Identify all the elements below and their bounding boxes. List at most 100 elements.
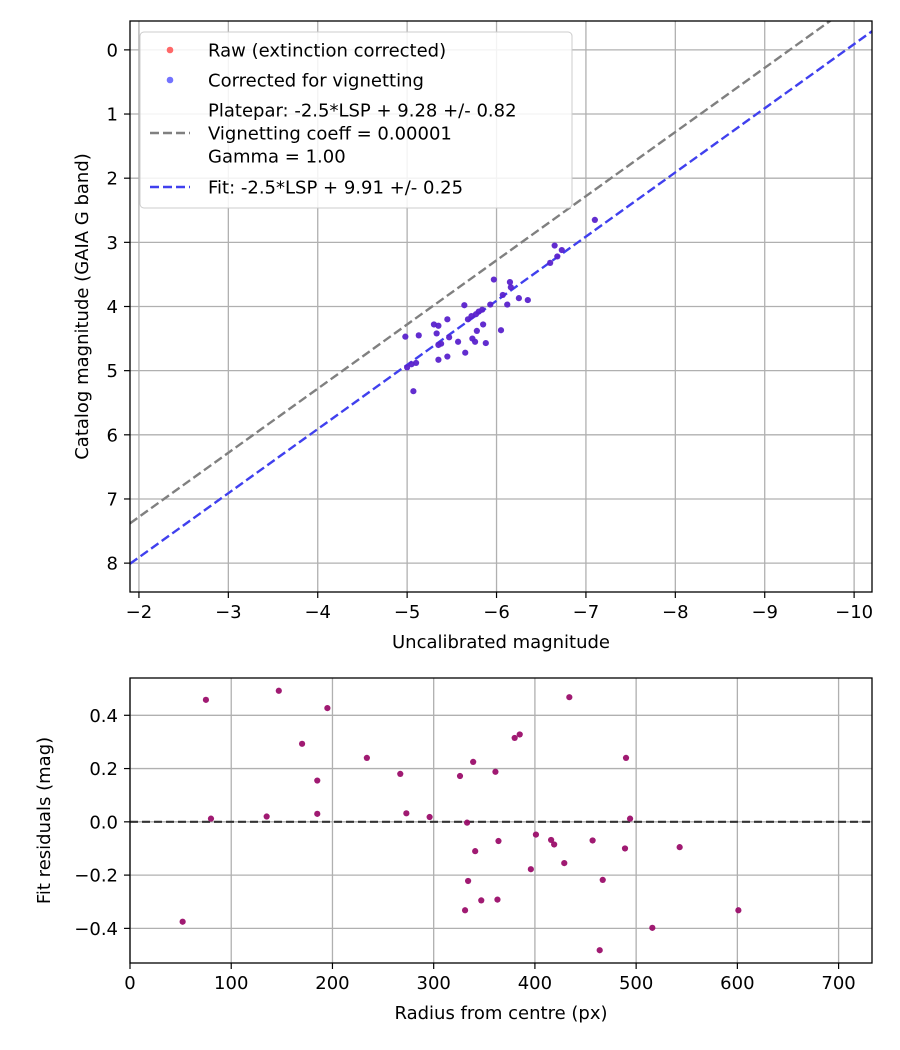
- data-point: [492, 768, 499, 775]
- axes-frame: [129, 677, 873, 964]
- y-tick-label: −0.4: [74, 919, 118, 940]
- x-tick-label: 400: [518, 973, 552, 994]
- data-point: [551, 841, 558, 848]
- data-point: [548, 836, 555, 844]
- data-point: [515, 295, 522, 302]
- data-point: [433, 330, 440, 337]
- x-tick-label: 300: [417, 973, 451, 994]
- data-point: [471, 338, 479, 345]
- data-point: [454, 338, 462, 345]
- x-tick-label: 700: [821, 973, 855, 994]
- data-point: [511, 734, 518, 742]
- data-point: [547, 259, 554, 266]
- data-point: [363, 754, 370, 762]
- data-point: [480, 321, 487, 328]
- data-point: [402, 333, 409, 340]
- data-point: [626, 815, 634, 822]
- data-point: [507, 284, 514, 291]
- magnitude-scatter-plot: −2 −3 −4 −5 −6 −7 −8 −9 −10 0 1 2 3 4 5 6 7 8 Uncalibrated…: [72, 20, 873, 653]
- data-point: [622, 754, 630, 762]
- data-point: [463, 819, 471, 826]
- data-point: [649, 924, 656, 931]
- y-tick-label: 7: [107, 489, 118, 510]
- data-point: [410, 388, 417, 395]
- data-point: [462, 349, 469, 356]
- x-axis-label: Uncalibrated magnitude: [392, 632, 610, 653]
- x-tick-label: 100: [214, 973, 248, 994]
- data-point: [591, 216, 598, 223]
- data-point: [561, 860, 568, 867]
- y-tick-label: 0: [107, 40, 118, 61]
- data-point: [403, 810, 410, 817]
- y-tick-label: 8: [107, 554, 118, 575]
- data-point: [446, 334, 453, 341]
- legend-entry: Corrected for vignetting: [208, 71, 424, 92]
- data-point: [487, 301, 494, 308]
- data-point: [444, 353, 451, 360]
- data-point: [415, 332, 422, 339]
- data-point: [596, 947, 603, 954]
- y-tick-label: 4: [107, 297, 118, 318]
- y-tick-label: 6: [107, 425, 118, 446]
- y-tick-label: 1: [107, 105, 118, 126]
- data-point: [524, 296, 531, 304]
- plot-area: [130, 687, 872, 954]
- data-point: [490, 276, 497, 283]
- data-point: [497, 327, 505, 334]
- data-point: [456, 772, 464, 780]
- data-point: [207, 815, 215, 822]
- fit-line-fit: [130, 30, 872, 565]
- x-tick-label: −10: [835, 602, 873, 623]
- data-point: [435, 356, 442, 363]
- data-point: [275, 687, 282, 694]
- x-tick-label: −7: [573, 602, 600, 623]
- legend-entry: Fit: -2.5*LSP + 9.91 +/- 0.25: [208, 178, 463, 199]
- data-point: [506, 279, 514, 286]
- data-point: [472, 848, 479, 855]
- x-tick-label: −6: [483, 602, 510, 623]
- legend-entry: Vignetting coeff = 0.00001: [208, 124, 452, 145]
- data-point: [298, 740, 306, 747]
- legend-entry: Raw (extinction corrected): [208, 41, 446, 62]
- data-point: [444, 316, 451, 323]
- data-point: [473, 327, 480, 334]
- data-point: [504, 301, 511, 308]
- x-tick-label: −9: [751, 602, 778, 623]
- data-point: [461, 907, 469, 914]
- data-point: [408, 361, 415, 368]
- x-tick-label: −3: [215, 602, 242, 623]
- data-point: [554, 253, 561, 260]
- plot-area: [130, 21, 872, 565]
- y-axis-label: Fit residuals (mag): [34, 737, 55, 904]
- residuals-scatter-plot: 0 100 200 300 400 500 600 700 −0.4 −0.2 0.0 0.2 0.4 R…: [34, 677, 873, 1024]
- data-point: [527, 866, 534, 873]
- data-point: [179, 918, 186, 925]
- legend-marker: [166, 76, 174, 84]
- y-tick-label: 2: [107, 169, 118, 190]
- legend-entry: Gamma = 1.00: [208, 147, 346, 168]
- data-point: [516, 731, 523, 738]
- data-point: [435, 322, 442, 329]
- data-point: [478, 897, 485, 904]
- y-axis-label: Catalog magnitude (GAIA G band): [72, 153, 93, 460]
- y-tick-label: 5: [107, 361, 118, 382]
- y-tick-label: −0.2: [74, 866, 118, 887]
- data-point: [461, 302, 468, 309]
- x-tick-label: −5: [394, 602, 421, 623]
- data-point: [465, 877, 472, 885]
- data-point: [324, 704, 331, 712]
- data-point: [482, 339, 489, 347]
- data-point: [589, 837, 596, 844]
- x-tick-label: 600: [720, 973, 754, 994]
- fit-line-platepar: [130, 21, 833, 525]
- y-tick-label: 0.2: [89, 759, 118, 780]
- data-point: [566, 694, 573, 701]
- data-point: [558, 246, 565, 254]
- y-tick-label: 0.0: [89, 812, 118, 833]
- data-point: [202, 696, 210, 703]
- data-point: [314, 810, 321, 817]
- x-tick-label: −2: [126, 602, 153, 623]
- legend-entry: Platepar: -2.5*LSP + 9.28 +/- 0.82: [208, 101, 517, 122]
- data-point: [532, 831, 540, 838]
